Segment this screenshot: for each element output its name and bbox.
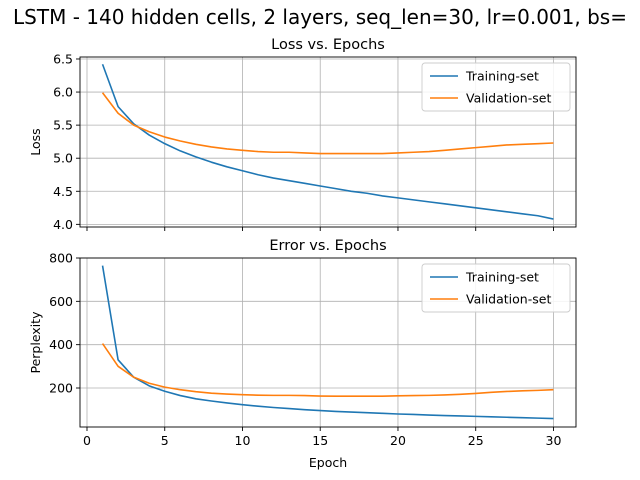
y-axis-label: Perplexity [28,311,43,374]
x-tick-label: 25 [468,433,484,448]
x-tick-label: 20 [390,433,406,448]
panel-title: Error vs. Epochs [269,238,386,254]
x-axis-label: Epoch [309,455,347,470]
y-tick-label: 200 [49,381,73,396]
legend: Training-set Validation-set [421,263,571,313]
x-tick-label: 10 [235,433,251,448]
y-tick-label: 6.0 [53,85,73,100]
legend-training-label: Training-set [465,69,539,84]
validation-set-line [101,343,554,398]
legend-validation-label: Validation-set [466,91,551,106]
validation-set-line [101,92,554,155]
y-tick-label: 4.0 [53,217,73,232]
axes-frame [79,257,577,428]
y-tick-label: 6.5 [53,51,73,66]
axes-frame [79,56,577,228]
legend: Training-set Validation-set [421,62,571,112]
x-tick-label: 30 [546,433,562,448]
y-tick-label: 800 [49,251,73,266]
legend-training-label: Training-set [465,270,539,285]
x-tick-label: 5 [161,433,169,448]
legend-box [421,263,571,313]
legend-validation-label: Validation-set [466,292,551,307]
panel-title: Loss vs. Epochs [271,37,385,53]
legend-box [421,62,571,112]
y-tick-label: 400 [49,337,73,352]
y-tick-label: 4.5 [53,184,73,199]
perplexity-panel: 0 5 10 15 20 25 30 200 400 600 800 Error vs. Epochs… [28,238,577,470]
x-tick-label: 0 [83,433,91,448]
y-tick-label: 600 [49,294,73,309]
x-tick-label: 15 [312,433,328,448]
y-tick-label: 5.5 [53,118,73,133]
training-set-line [101,265,554,420]
y-axis-label: Loss [28,128,43,155]
training-set-line [101,64,554,220]
loss-panel: 4.0 4.5 5.0 5.5 6.0 6.5 Loss vs. Epochs Loss Tra… [28,37,577,232]
y-tick-label: 5.0 [53,151,73,166]
figure-title: LSTM - 140 hidden cells, 2 layers, seq_l… [13,5,627,29]
